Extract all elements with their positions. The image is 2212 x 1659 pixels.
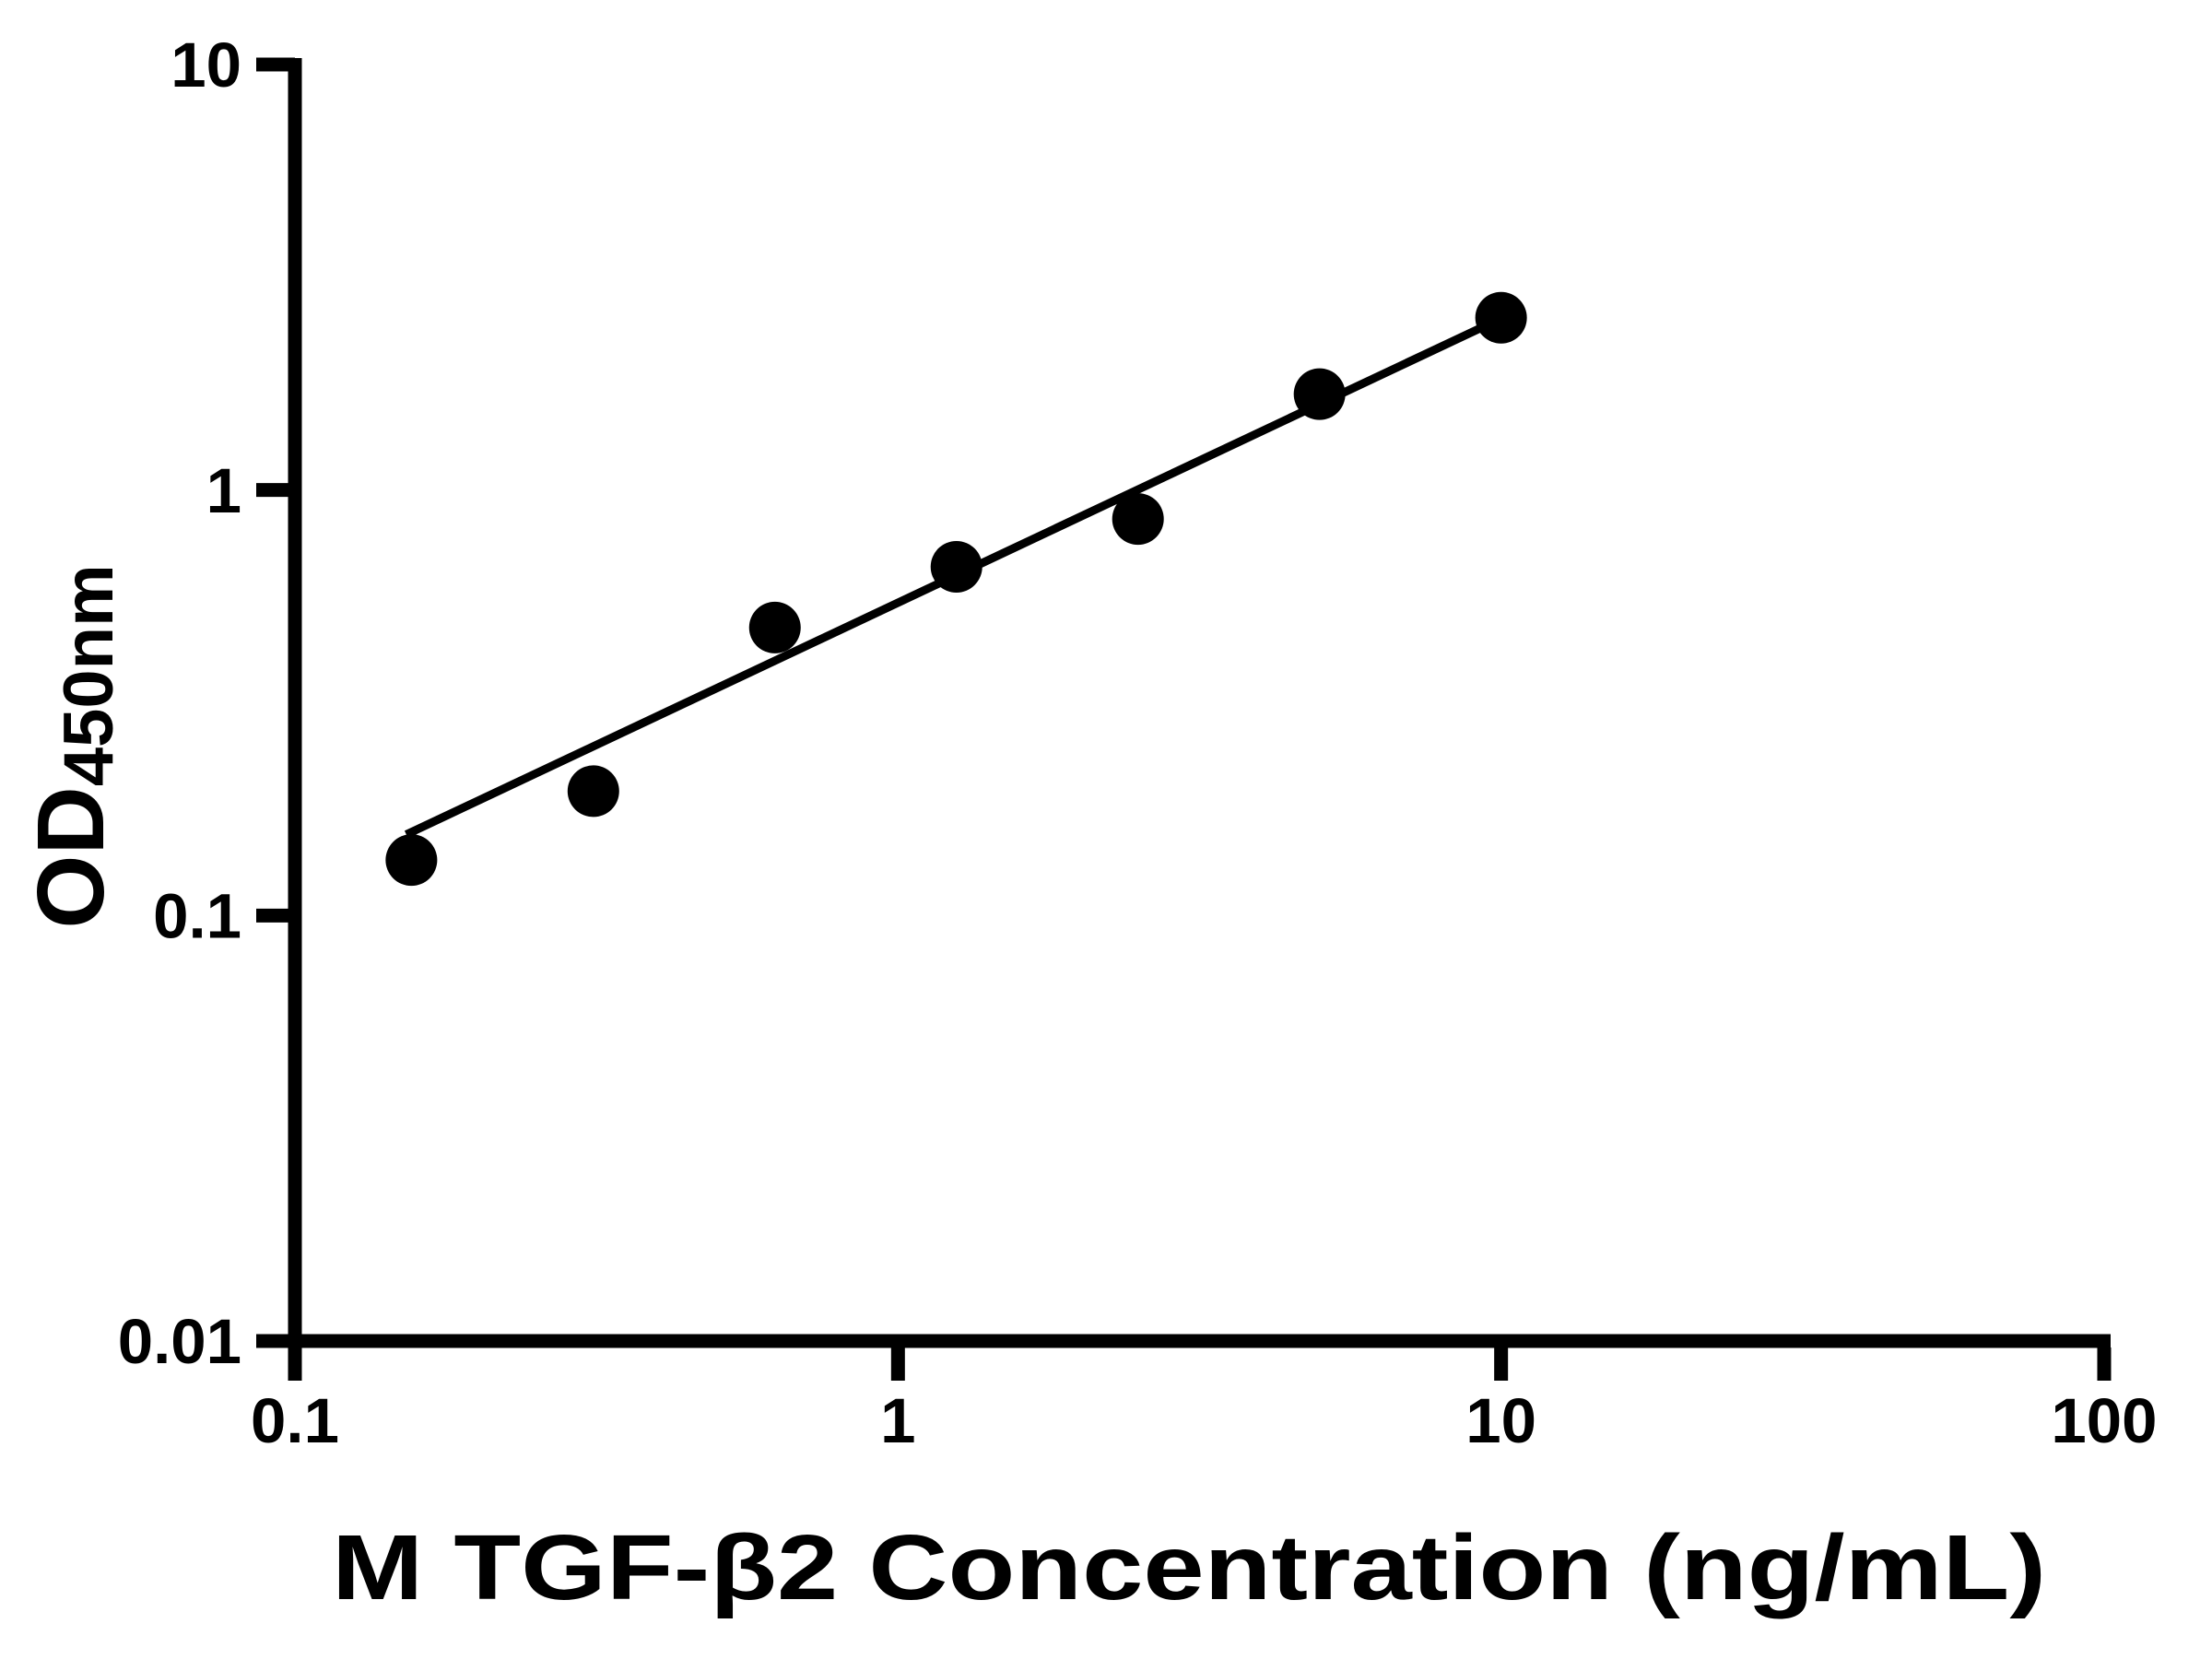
data-point bbox=[1475, 291, 1527, 344]
data-point bbox=[385, 834, 438, 887]
y-axis-title: OD450nm bbox=[18, 564, 128, 928]
y-axis-title-sub: 450nm bbox=[50, 564, 128, 786]
y-tick-label: 10 bbox=[171, 29, 241, 100]
data-point bbox=[930, 540, 982, 593]
data-point bbox=[567, 765, 619, 818]
y-tick-label: 1 bbox=[206, 455, 241, 526]
x-tick-label: 10 bbox=[1465, 1385, 1536, 1456]
data-point bbox=[748, 601, 801, 653]
y-ticks: 10 1 0.1 0.01 bbox=[118, 29, 295, 1377]
x-ticks: 0.1 1 10 100 bbox=[251, 1347, 2158, 1456]
y-axis-title-main: OD bbox=[18, 786, 124, 929]
data-point bbox=[1112, 493, 1164, 546]
y-tick-label: 0.01 bbox=[118, 1306, 241, 1377]
x-tick-label: 100 bbox=[2051, 1385, 2157, 1456]
y-tick-label: 0.1 bbox=[153, 880, 241, 951]
x-tick-label: 0.1 bbox=[251, 1385, 339, 1456]
x-tick-label: 1 bbox=[880, 1385, 915, 1456]
data-points bbox=[385, 291, 1527, 887]
data-point bbox=[1293, 368, 1346, 420]
x-axis-title: M TGF-β2 Concentration (ng/mL) bbox=[332, 1516, 2046, 1619]
